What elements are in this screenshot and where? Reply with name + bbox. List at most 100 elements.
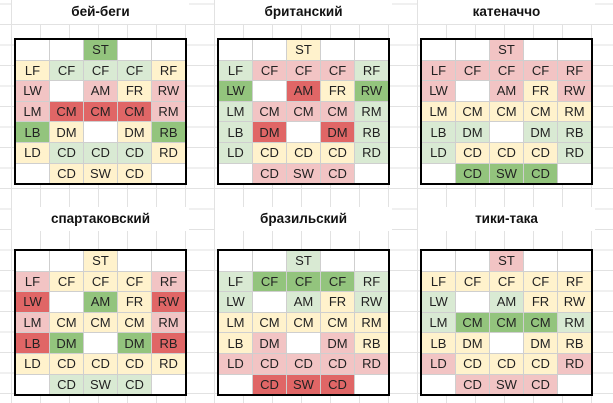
position-cell[interactable]: CD [251,141,287,164]
position-cell[interactable]: CM [454,100,490,123]
position-cell[interactable]: RF [150,59,187,82]
position-cell[interactable]: CM [48,311,84,334]
empty-cell[interactable] [319,249,355,272]
position-cell[interactable]: RF [150,270,187,293]
position-cell[interactable]: AM [488,291,524,313]
position-cell[interactable]: LW [420,80,456,102]
position-cell[interactable]: CF [82,59,118,82]
position-cell[interactable]: RM [150,100,187,123]
position-cell[interactable]: CM [319,311,355,334]
empty-cell[interactable] [420,373,456,396]
empty-cell[interactable] [48,249,84,272]
position-cell[interactable]: LD [14,352,50,375]
formation-title[interactable]: катеначчо [418,0,595,24]
position-cell[interactable]: RM [150,311,187,334]
position-cell[interactable]: LB [420,121,456,143]
empty-cell[interactable] [353,373,390,396]
empty-cell[interactable] [150,162,187,185]
formation-title[interactable]: бей-беги [12,0,189,24]
position-cell[interactable]: RF [353,59,390,82]
position-cell[interactable]: RM [353,311,390,334]
position-cell[interactable]: LF [14,59,50,82]
empty-cell[interactable] [454,80,490,102]
position-cell[interactable]: CM [522,311,558,334]
position-cell[interactable]: CF [116,270,152,293]
position-cell[interactable]: RB [353,332,390,354]
position-cell[interactable]: CF [251,270,287,293]
empty-cell[interactable] [319,38,355,61]
position-cell[interactable]: CM [82,100,118,123]
empty-cell[interactable] [251,80,287,102]
empty-cell[interactable] [285,121,321,143]
position-cell[interactable]: LM [217,311,253,334]
position-cell[interactable]: CD [522,141,558,164]
position-cell[interactable]: CD [488,352,524,375]
position-cell[interactable]: SW [488,162,524,185]
position-cell[interactable]: LF [420,270,456,293]
position-cell[interactable]: CD [285,141,321,164]
empty-cell[interactable] [454,291,490,313]
position-cell[interactable]: CD [251,352,287,375]
empty-cell[interactable] [420,38,456,61]
position-cell[interactable]: CD [319,352,355,375]
position-cell[interactable]: RM [556,100,593,123]
empty-cell[interactable] [556,38,593,61]
position-cell[interactable]: AM [285,80,321,102]
position-cell[interactable]: RF [556,59,593,82]
empty-cell[interactable] [116,249,152,272]
empty-cell[interactable] [14,38,50,61]
position-cell[interactable]: CM [251,311,287,334]
position-cell[interactable]: LF [14,270,50,293]
position-cell[interactable]: CD [522,352,558,375]
position-cell[interactable]: FR [522,80,558,102]
position-cell[interactable]: CF [319,59,355,82]
position-cell[interactable]: LW [14,80,50,102]
position-cell[interactable]: ST [488,249,524,272]
position-cell[interactable]: DM [48,332,84,354]
empty-cell[interactable] [217,38,253,61]
position-cell[interactable]: LM [420,100,456,123]
position-cell[interactable]: FR [522,291,558,313]
position-cell[interactable]: LW [14,291,50,313]
position-cell[interactable]: SW [82,162,118,185]
position-cell[interactable]: CD [116,352,152,375]
position-cell[interactable]: RD [150,141,187,164]
position-cell[interactable]: RB [353,121,390,143]
position-cell[interactable]: CF [48,270,84,293]
position-cell[interactable]: DM [319,121,355,143]
position-cell[interactable]: SW [82,373,118,396]
empty-cell[interactable] [217,249,253,272]
formation-title[interactable]: тики-така [418,207,595,231]
position-cell[interactable]: CM [488,100,524,123]
position-cell[interactable]: CM [116,100,152,123]
position-cell[interactable]: CD [82,141,118,164]
empty-cell[interactable] [251,38,287,61]
empty-cell[interactable] [522,249,558,272]
position-cell[interactable]: CD [48,162,84,185]
empty-cell[interactable] [14,162,50,185]
position-cell[interactable]: ST [82,38,118,61]
position-cell[interactable]: LM [14,311,50,334]
empty-cell[interactable] [556,373,593,396]
position-cell[interactable]: LF [217,59,253,82]
position-cell[interactable]: LW [217,80,253,102]
formation-title[interactable]: спартаковский [12,207,189,231]
position-cell[interactable]: RD [150,352,187,375]
position-cell[interactable]: CD [251,373,287,396]
position-cell[interactable]: ST [285,38,321,61]
position-cell[interactable]: RB [556,121,593,143]
position-cell[interactable]: FR [319,291,355,313]
position-cell[interactable]: CF [454,59,490,82]
position-cell[interactable]: RW [150,80,187,102]
empty-cell[interactable] [454,249,490,272]
position-cell[interactable]: RM [353,100,390,123]
position-cell[interactable]: RM [556,311,593,334]
position-cell[interactable]: LD [420,141,456,164]
position-cell[interactable]: CM [522,100,558,123]
position-cell[interactable]: DM [48,121,84,143]
position-cell[interactable]: SW [488,373,524,396]
position-cell[interactable]: SW [285,373,321,396]
position-cell[interactable]: DM [522,121,558,143]
position-cell[interactable]: CM [319,100,355,123]
position-cell[interactable]: CD [319,373,355,396]
